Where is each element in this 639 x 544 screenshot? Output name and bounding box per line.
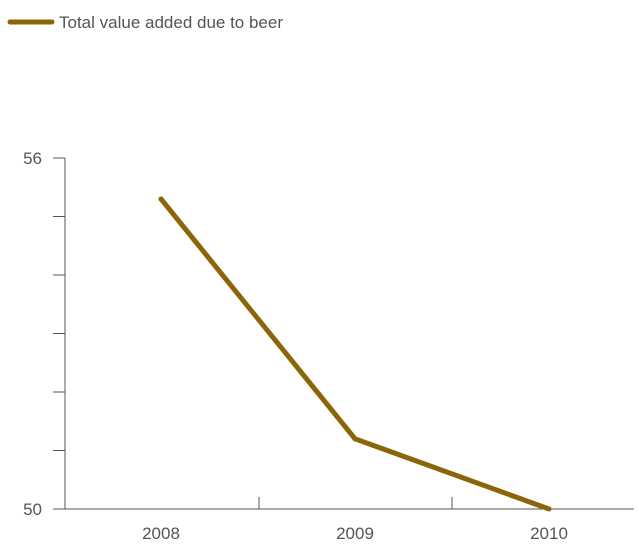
legend: Total value added due to beer — [7, 13, 283, 32]
legend-label-total-value-added: Total value added due to beer — [59, 13, 283, 32]
series-group — [158, 196, 552, 512]
data-point-2008 — [158, 196, 164, 202]
axes — [64, 158, 634, 510]
y-axis-labels: 56 50 — [23, 149, 42, 519]
y-axis-ticks — [53, 157, 65, 510]
x-axis-ticks — [258, 497, 453, 509]
x-axis-labels: 2008 2009 2010 — [142, 524, 568, 543]
data-point-2010 — [546, 506, 552, 512]
series-line-total-value-added — [159, 197, 550, 512]
x-tick-label-2009: 2009 — [336, 524, 374, 543]
y-tick-label-50: 50 — [23, 500, 42, 519]
x-tick-label-2010: 2010 — [530, 524, 568, 543]
data-point-2009 — [352, 436, 358, 442]
y-tick-label-56: 56 — [23, 149, 42, 168]
x-tick-label-2008: 2008 — [142, 524, 180, 543]
